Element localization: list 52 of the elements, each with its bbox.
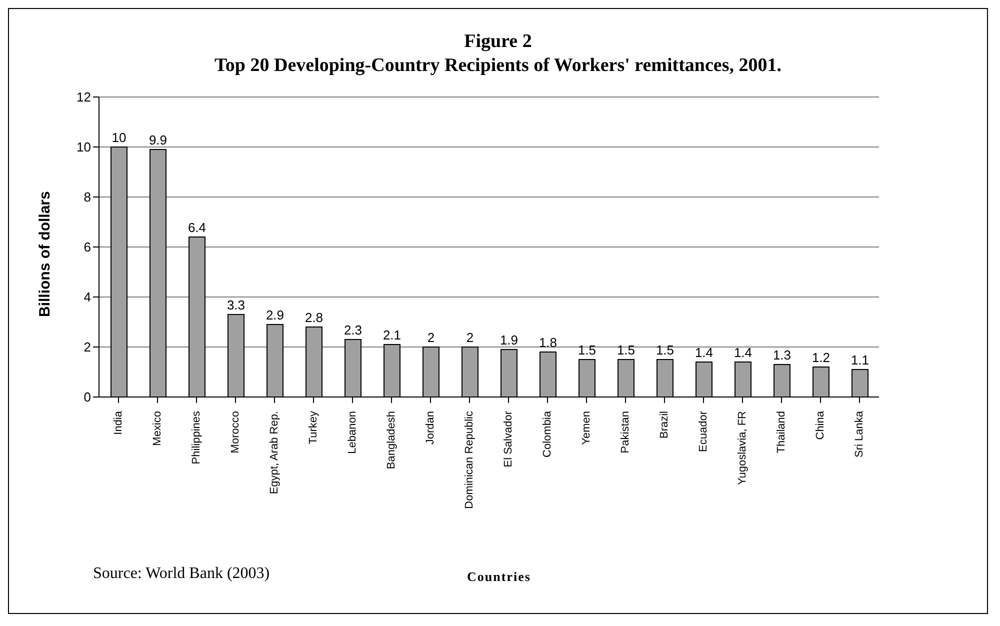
source-note: Source: World Bank (2003): [93, 565, 270, 583]
x-tick-label: Yugoslavia, FR: [736, 410, 748, 485]
data-label: 2.3: [344, 322, 362, 338]
data-label: 1.3: [772, 348, 792, 362]
data-label: 2.1: [382, 328, 402, 342]
data-label: 2: [466, 330, 474, 345]
x-tick-label: India: [112, 410, 124, 435]
x-tick-label: Dominican Republic: [464, 410, 476, 509]
y-axis-title: Billions of dollars: [36, 191, 54, 317]
x-tick-label: Philippines: [190, 410, 202, 464]
y-tick-label: 2: [84, 340, 91, 355]
data-label: 9.9: [148, 132, 168, 148]
chart-subtitle: Top 20 Developing-Country Recipients of Workers' remittances, 2001.: [214, 55, 782, 77]
x-tick-label: Pakistan: [620, 411, 632, 454]
y-tick-label: 0: [84, 390, 91, 405]
x-tick-label: Thailand: [776, 411, 788, 454]
x-tick-label: China: [814, 410, 826, 440]
x-tick-label: Ecuador: [698, 410, 710, 452]
data-label: 1.5: [616, 342, 636, 358]
chart-title: Figure 2: [463, 31, 533, 53]
y-tick-label: 10: [76, 140, 91, 155]
data-label: 6.4: [188, 220, 206, 235]
data-label: 1.8: [538, 335, 558, 350]
x-tick-label: Bangladesh: [386, 411, 398, 470]
x-tick-label: Sri Lanka: [854, 410, 866, 458]
data-label: 2: [427, 330, 435, 345]
x-tick-label: Yemen: [580, 411, 592, 445]
data-label: 1.5: [578, 342, 596, 358]
data-label: 1.4: [734, 345, 752, 360]
y-tick-label: 6: [84, 240, 91, 255]
data-label: 1.1: [850, 352, 870, 368]
x-tick-label: Jordan: [424, 411, 436, 445]
data-label: 1.2: [812, 350, 830, 365]
y-tick-label: 12: [76, 90, 91, 105]
data-label: 1.4: [694, 345, 714, 360]
data-label: 2.9: [266, 308, 284, 322]
data-label: 2.8: [304, 310, 324, 325]
x-tick-label: Egypt, Arab Rep.: [268, 411, 280, 494]
x-tick-label: Colombia: [542, 410, 554, 458]
x-tick-label: Turkey: [308, 410, 320, 444]
x-tick-label: Brazil: [658, 411, 670, 439]
data-label: 1.5: [656, 342, 674, 358]
x-tick-label: Lebanon: [346, 411, 358, 454]
data-label: 3.3: [226, 298, 246, 312]
y-tick-label: 4: [84, 290, 91, 305]
data-label: 1.9: [500, 332, 518, 348]
x-tick-label: El Salvador: [502, 410, 514, 468]
x-tick-label: Mexico: [152, 411, 164, 446]
x-tick-label: Morocco: [230, 411, 242, 454]
data-label: 10: [112, 130, 126, 145]
y-tick-label: 8: [84, 190, 91, 205]
x-axis-title: Countries: [467, 569, 531, 584]
